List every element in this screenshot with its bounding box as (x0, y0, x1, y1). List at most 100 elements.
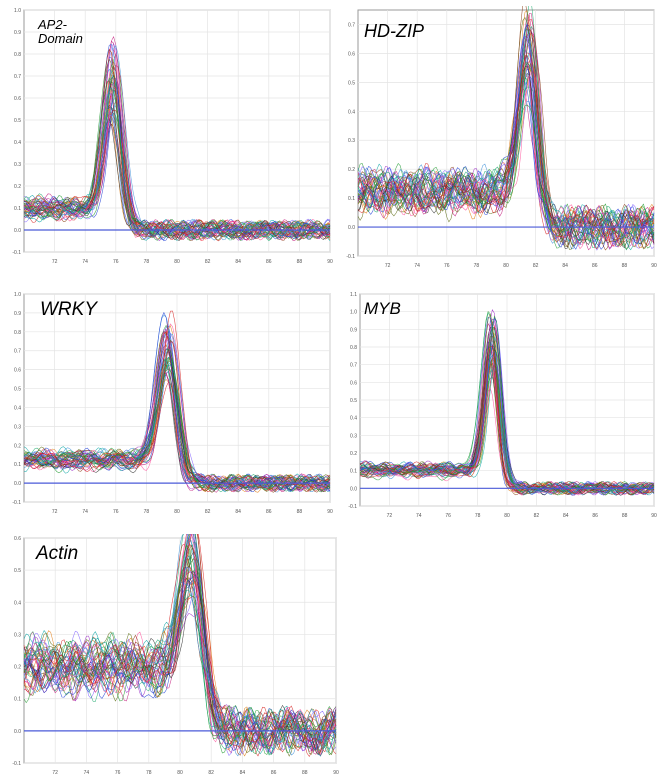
x-tick-label: 82 (208, 770, 214, 776)
melt-curve (23, 581, 337, 757)
x-tick-label: 76 (113, 259, 119, 265)
y-tick-label: 0.4 (14, 405, 21, 411)
melt-curves (357, 6, 655, 251)
melt-curve (357, 6, 655, 247)
melt-curve (359, 387, 655, 495)
y-tick-label: 0.0 (14, 729, 21, 735)
x-tick-label: 88 (297, 259, 303, 265)
y-tick-label: 0.6 (14, 96, 21, 102)
melt-curve (23, 540, 337, 757)
panel-label-myb: MYB (364, 299, 401, 318)
panel-label-wrky: WRKY (40, 299, 97, 320)
melt-curve (23, 75, 331, 241)
x-tick-label: 86 (592, 263, 598, 269)
y-tick-label: 0.4 (14, 140, 21, 146)
panel-label-hd-zip: HD-ZIP (364, 21, 424, 41)
y-tick-label: 1.1 (350, 292, 357, 298)
panel-label-ap2-domain: AP2- Domain (38, 17, 83, 46)
melt-curve (23, 83, 331, 240)
x-tick-label: 80 (504, 513, 510, 519)
x-tick-label: 84 (240, 770, 246, 776)
melt-curve (23, 44, 331, 241)
x-tick-label: 76 (115, 770, 121, 776)
x-tick-label: 76 (445, 513, 451, 519)
melt-curves (23, 534, 337, 758)
x-tick-label: 78 (474, 263, 480, 269)
panel-myb: 72 74 76 78 80 82 84 86 88 90 -0.1 0.0 0.1 0.2 0.3 0.4 0… (342, 290, 658, 522)
melt-curve (359, 345, 655, 495)
panel-wrky: 72 74 76 78 80 82 84 86 88 90 -0.1 0.0 0.1 0.2 0.3 0.4 0… (6, 290, 334, 518)
melt-curve (357, 52, 655, 246)
x-tick-label: 88 (302, 770, 308, 776)
melt-curve-chart-myb: 72 74 76 78 80 82 84 86 88 90 -0.1 0.0 0.1 0.2 0.3 0.4 0… (348, 292, 657, 519)
y-tick-label: 1.0 (14, 292, 21, 298)
y-tick-label: 1.0 (350, 310, 357, 316)
melt-curve (357, 61, 655, 250)
x-tick-label: 78 (146, 770, 152, 776)
melt-curve (23, 534, 337, 752)
melt-curve (23, 544, 337, 751)
panel-ap2-domain: 72 74 76 78 80 82 84 86 88 90 -0.1 0.0 0.1 0.2 0.3 0.4 0… (6, 6, 334, 268)
y-tick-label: 0.3 (14, 632, 21, 638)
melt-curve (23, 340, 331, 493)
melt-curve (23, 348, 331, 493)
x-tick-label: 90 (327, 509, 333, 515)
x-tick-label: 80 (174, 509, 180, 515)
x-tick-label: 74 (82, 259, 88, 265)
x-tick-label: 86 (271, 770, 277, 776)
y-tick-label: 0.5 (348, 80, 355, 86)
x-tick-label: 74 (416, 513, 422, 519)
x-tick-label: 80 (177, 770, 183, 776)
panel-label-actin: Actin (36, 543, 79, 564)
x-tick-label: 84 (563, 513, 569, 519)
x-tick-label: 90 (333, 770, 339, 776)
x-tick-label: 72 (52, 770, 58, 776)
x-tick-label: 80 (174, 259, 180, 265)
y-tick-label: 0.9 (14, 30, 21, 36)
melt-curve (357, 104, 655, 247)
y-tick-label: 0.1 (350, 469, 357, 475)
melt-curve (359, 315, 655, 496)
y-tick-label: 0.2 (348, 167, 355, 173)
x-tick-label: 84 (562, 263, 568, 269)
melt-curve (23, 78, 331, 241)
y-tick-label: 0.8 (14, 330, 21, 336)
melt-curve (23, 348, 331, 491)
y-tick-label: 0.1 (348, 196, 355, 202)
melt-curve (357, 17, 655, 250)
melt-curve (23, 87, 331, 240)
x-tick-label: 74 (414, 263, 420, 269)
y-tick-label: 0.3 (14, 162, 21, 168)
y-tick-label: 0.0 (350, 486, 357, 492)
x-tick-label: 76 (444, 263, 450, 269)
y-tick-label: 0.1 (14, 462, 21, 468)
melt-curve (23, 104, 331, 241)
y-tick-label: 0.4 (14, 600, 21, 606)
y-tick-label: -0.1 (346, 254, 355, 260)
melt-curve (23, 566, 337, 755)
x-tick-label: 84 (235, 259, 241, 265)
melt-curve (23, 44, 331, 242)
y-tick-label: -0.1 (12, 761, 21, 767)
y-tick-label: 0.8 (14, 52, 21, 58)
x-tick-label: 86 (592, 513, 598, 519)
y-tick-label: 0.5 (14, 118, 21, 124)
y-tick-label: 0.5 (14, 387, 21, 393)
y-tick-label: 0.7 (14, 349, 21, 355)
x-tick-label: 72 (52, 259, 58, 265)
melt-curves (23, 35, 331, 242)
melt-curves (359, 309, 655, 496)
melt-curve (357, 100, 655, 250)
x-tick-label: 86 (266, 509, 272, 515)
y-tick-label: -0.1 (12, 250, 21, 256)
melt-curve-chart-hd-zip: 72 74 76 78 80 82 84 86 88 90 -0.1 0.0 0.1 0.2 0.3 0.4 0… (346, 6, 657, 269)
melt-curve (357, 25, 655, 245)
x-tick-label: 72 (385, 263, 391, 269)
y-tick-label: 0.6 (348, 51, 355, 57)
y-tick-label: 0.0 (14, 228, 21, 234)
y-tick-label: 1.0 (14, 8, 21, 14)
y-tick-label: 0.2 (14, 665, 21, 671)
melt-curve (23, 48, 331, 241)
y-tick-label: 0.2 (14, 184, 21, 190)
melt-curve (23, 544, 337, 756)
